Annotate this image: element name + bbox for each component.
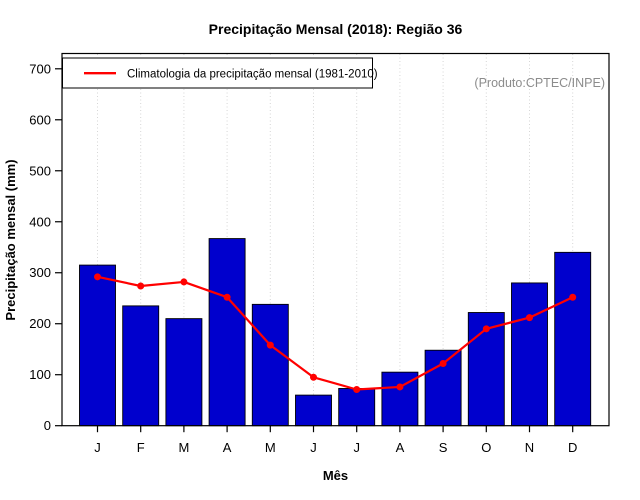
climatology-line-layer — [94, 273, 577, 393]
y-tick-label-100: 100 — [29, 367, 51, 382]
climatology-point-11 — [569, 293, 577, 301]
y-tick-label-500: 500 — [29, 163, 51, 178]
bar-D-11 — [554, 251, 592, 427]
y-axis-title: Precipitação mensal (mm) — [3, 159, 18, 320]
x-axis-title: Mês — [323, 468, 348, 483]
x-tick-label-2: M — [178, 440, 189, 455]
bar-F-1 — [122, 305, 160, 427]
x-tick-label-10: N — [525, 440, 534, 455]
source-annotation: (Produto:CPTEC/INPE) — [474, 76, 605, 90]
bar-J-0 — [79, 264, 116, 427]
climatology-point-7 — [396, 383, 404, 391]
plot-border — [61, 52, 610, 427]
climatology-point-3 — [223, 293, 231, 301]
x-tick-label-8: S — [439, 440, 448, 455]
x-tick-label-0: J — [94, 440, 101, 455]
y-tick-label-0: 0 — [44, 418, 51, 433]
axes-layer: 0 100 200 300 400 500 600 700 J F M A M J J A S O N D — [29, 52, 610, 455]
y-tick-label-700: 700 — [29, 61, 51, 76]
x-tick-label-11: D — [568, 440, 577, 455]
climatology-point-2 — [180, 278, 188, 286]
x-tick-label-5: J — [310, 440, 317, 455]
climatology-point-10 — [526, 314, 533, 322]
x-tick-label-6: J — [353, 440, 360, 455]
climatology-point-6 — [353, 385, 361, 393]
y-tick-label-300: 300 — [29, 265, 51, 280]
climatology-point-1 — [137, 282, 145, 290]
chart-title: Precipitação Mensal (2018): Região 36 — [209, 21, 463, 37]
y-tick-label-600: 600 — [29, 112, 51, 127]
bar-M-4 — [251, 303, 289, 427]
climatology-point-0 — [94, 273, 101, 281]
x-tick-label-3: A — [223, 440, 232, 455]
x-tick-label-7: A — [396, 440, 405, 455]
bar-J-5 — [295, 394, 332, 427]
bar-A-3 — [208, 238, 246, 427]
x-tick-label-9: O — [481, 440, 491, 455]
climatology-line — [96, 275, 574, 391]
bar-N-10 — [511, 282, 548, 427]
x-tick-label-1: F — [137, 440, 145, 455]
legend: Climatologia da precipitação mensal (198… — [62, 57, 378, 89]
climatology-point-9 — [482, 325, 490, 333]
legend-label: Climatologia da precipitação mensal (198… — [127, 69, 378, 81]
climatology-point-4 — [266, 341, 274, 349]
bar-J-6 — [338, 388, 376, 427]
climatology-point-5 — [310, 373, 317, 381]
climatology-point-8 — [439, 359, 447, 367]
y-tick-label-200: 200 — [29, 316, 51, 331]
bar-M-2 — [165, 318, 203, 427]
bars-layer — [79, 238, 592, 427]
y-tick-label-400: 400 — [29, 214, 51, 229]
x-tick-label-4: M — [265, 440, 276, 455]
